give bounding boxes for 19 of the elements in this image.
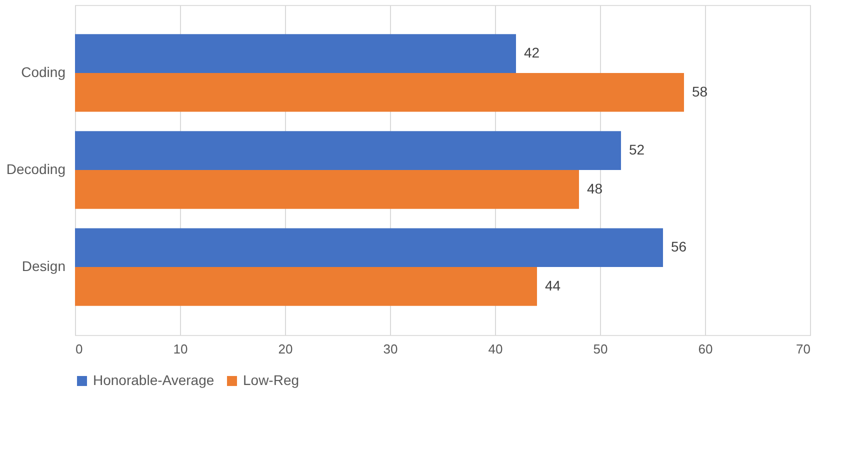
y-tick-label: Design [22, 258, 66, 274]
data-label: 58 [692, 83, 708, 100]
data-label: 42 [524, 44, 540, 61]
x-tick-label: 70 [796, 342, 810, 356]
legend-label: Honorable-Average [93, 372, 214, 388]
x-tick-label: 20 [278, 342, 293, 356]
data-label: 56 [671, 238, 687, 255]
legend-label: Low-Reg [243, 372, 300, 388]
x-tick-label: 50 [593, 342, 608, 356]
x-tick-label: 0 [76, 342, 83, 356]
x-tick-label: 40 [488, 342, 503, 356]
x-tick-label: 10 [173, 342, 188, 356]
y-tick-label: Decoding [6, 161, 66, 177]
x-tick-label: 30 [383, 342, 398, 356]
data-label: 48 [587, 180, 603, 196]
data-label: 44 [545, 277, 561, 294]
y-tick-label: Coding [21, 64, 66, 80]
x-tick-label: 60 [698, 342, 713, 356]
data-label: 52 [629, 142, 645, 158]
